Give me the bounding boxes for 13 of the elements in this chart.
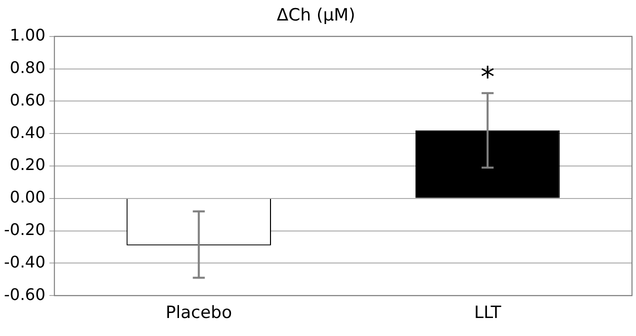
annotation: * [480,60,495,94]
x-tick-label: Placebo [166,303,232,324]
y-tick-label: 0.40 [10,122,46,142]
y-tick-label: -0.40 [4,252,46,272]
y-tick-label: -0.20 [4,220,46,239]
y-tick-label: 1.00 [10,26,46,45]
y-tick-label: 0.20 [10,155,46,174]
chart-title: ΔCh (μM) [276,6,356,26]
y-tick-label: 0.80 [10,58,46,77]
y-tick-label: -0.60 [4,284,46,304]
x-tick-label: LLT [474,303,502,324]
y-tick-label: 0.60 [10,90,46,110]
y-tick-label: 0.00 [10,188,46,207]
